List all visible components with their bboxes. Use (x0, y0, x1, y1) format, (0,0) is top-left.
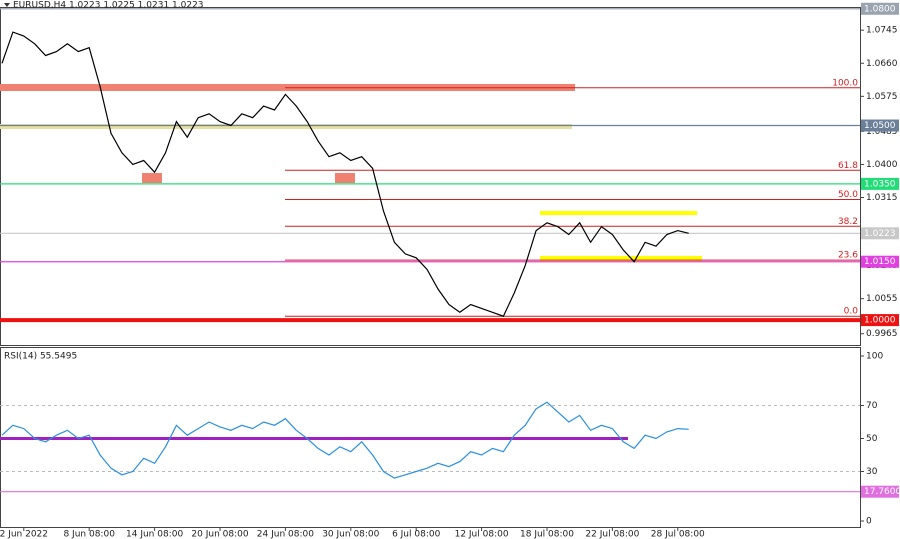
y-tick-label: 50 (866, 434, 878, 444)
y-tick-label: 1.0660 (866, 59, 898, 69)
level-band (0, 124, 572, 129)
fib-label: 100.0 (832, 78, 858, 88)
fib-label: 0.0 (844, 307, 859, 317)
x-tick-label: 6 Jul 08:00 (392, 530, 441, 539)
series-line (1, 401, 689, 479)
fib-label: 61.8 (838, 161, 858, 171)
level-label-box (861, 314, 899, 327)
rsi-title: RSI(14) 55.5495 (4, 352, 77, 362)
x-tick-label: 12 Jul 08:00 (455, 530, 509, 539)
x-tick-label: 18 Jul 08:00 (520, 530, 574, 539)
level-label: 1.0223 (864, 229, 896, 239)
x-tick-label: 22 Jul 08:00 (585, 530, 639, 539)
x-tick-label: 24 Jun 08:00 (257, 530, 314, 539)
level-label: 1.0000 (864, 316, 896, 326)
y-tick-label: 1.0575 (866, 92, 898, 102)
level-label-box (861, 255, 899, 268)
y-tick-label: 100 (866, 352, 883, 362)
chart-title: EURUSD,H4 1.0223 1.0225 1.0231 1.0223 (13, 1, 204, 11)
range-top (540, 211, 697, 215)
y-tick-label: 1.0315 (866, 193, 898, 203)
y-tick-label: 70 (866, 401, 878, 411)
fib-label: 50.0 (838, 190, 858, 200)
level-label-box (861, 2, 899, 15)
level-label-box (861, 227, 899, 240)
x-tick-label: 30 Jun 08:00 (322, 530, 379, 539)
y-tick-label: 1.0485 (866, 127, 898, 137)
fib-label: 23.6 (838, 251, 858, 261)
level-label-box (861, 119, 899, 132)
level-label: 1.0150 (864, 257, 896, 267)
y-tick-label: 0 (866, 517, 872, 527)
zone-box (142, 173, 162, 183)
level-label-box (861, 177, 899, 190)
range-bottom (540, 256, 702, 261)
level-label: 1.0500 (864, 121, 896, 131)
menu-arrow[interactable] (4, 3, 10, 7)
x-tick-label: 20 Jun 08:00 (191, 530, 248, 539)
y-tick-label: 1.0745 (866, 26, 898, 36)
price-frame (0, 7, 861, 346)
fib-label: 38.2 (838, 217, 858, 227)
zone-box (335, 173, 355, 183)
level-label: 1.0350 (864, 179, 896, 189)
y-tick-label: 0.9965 (866, 329, 898, 339)
level-label-box (861, 485, 899, 498)
x-tick-label: 14 Jun 08:00 (126, 530, 183, 539)
y-tick-label: 30 (866, 467, 878, 477)
y-tick-label: 1.0055 (866, 294, 898, 304)
series-line (1, 31, 689, 317)
x-tick-label: 8 Jun 08:00 (63, 530, 115, 539)
x-tick-label: 2 Jun 2022 (0, 530, 48, 539)
y-tick-label: 1.0400 (866, 160, 898, 170)
level-label: 17.7600 (864, 487, 900, 497)
level-label: 1.0800 (864, 4, 896, 14)
x-tick-label: 28 Jul 08:00 (651, 530, 705, 539)
